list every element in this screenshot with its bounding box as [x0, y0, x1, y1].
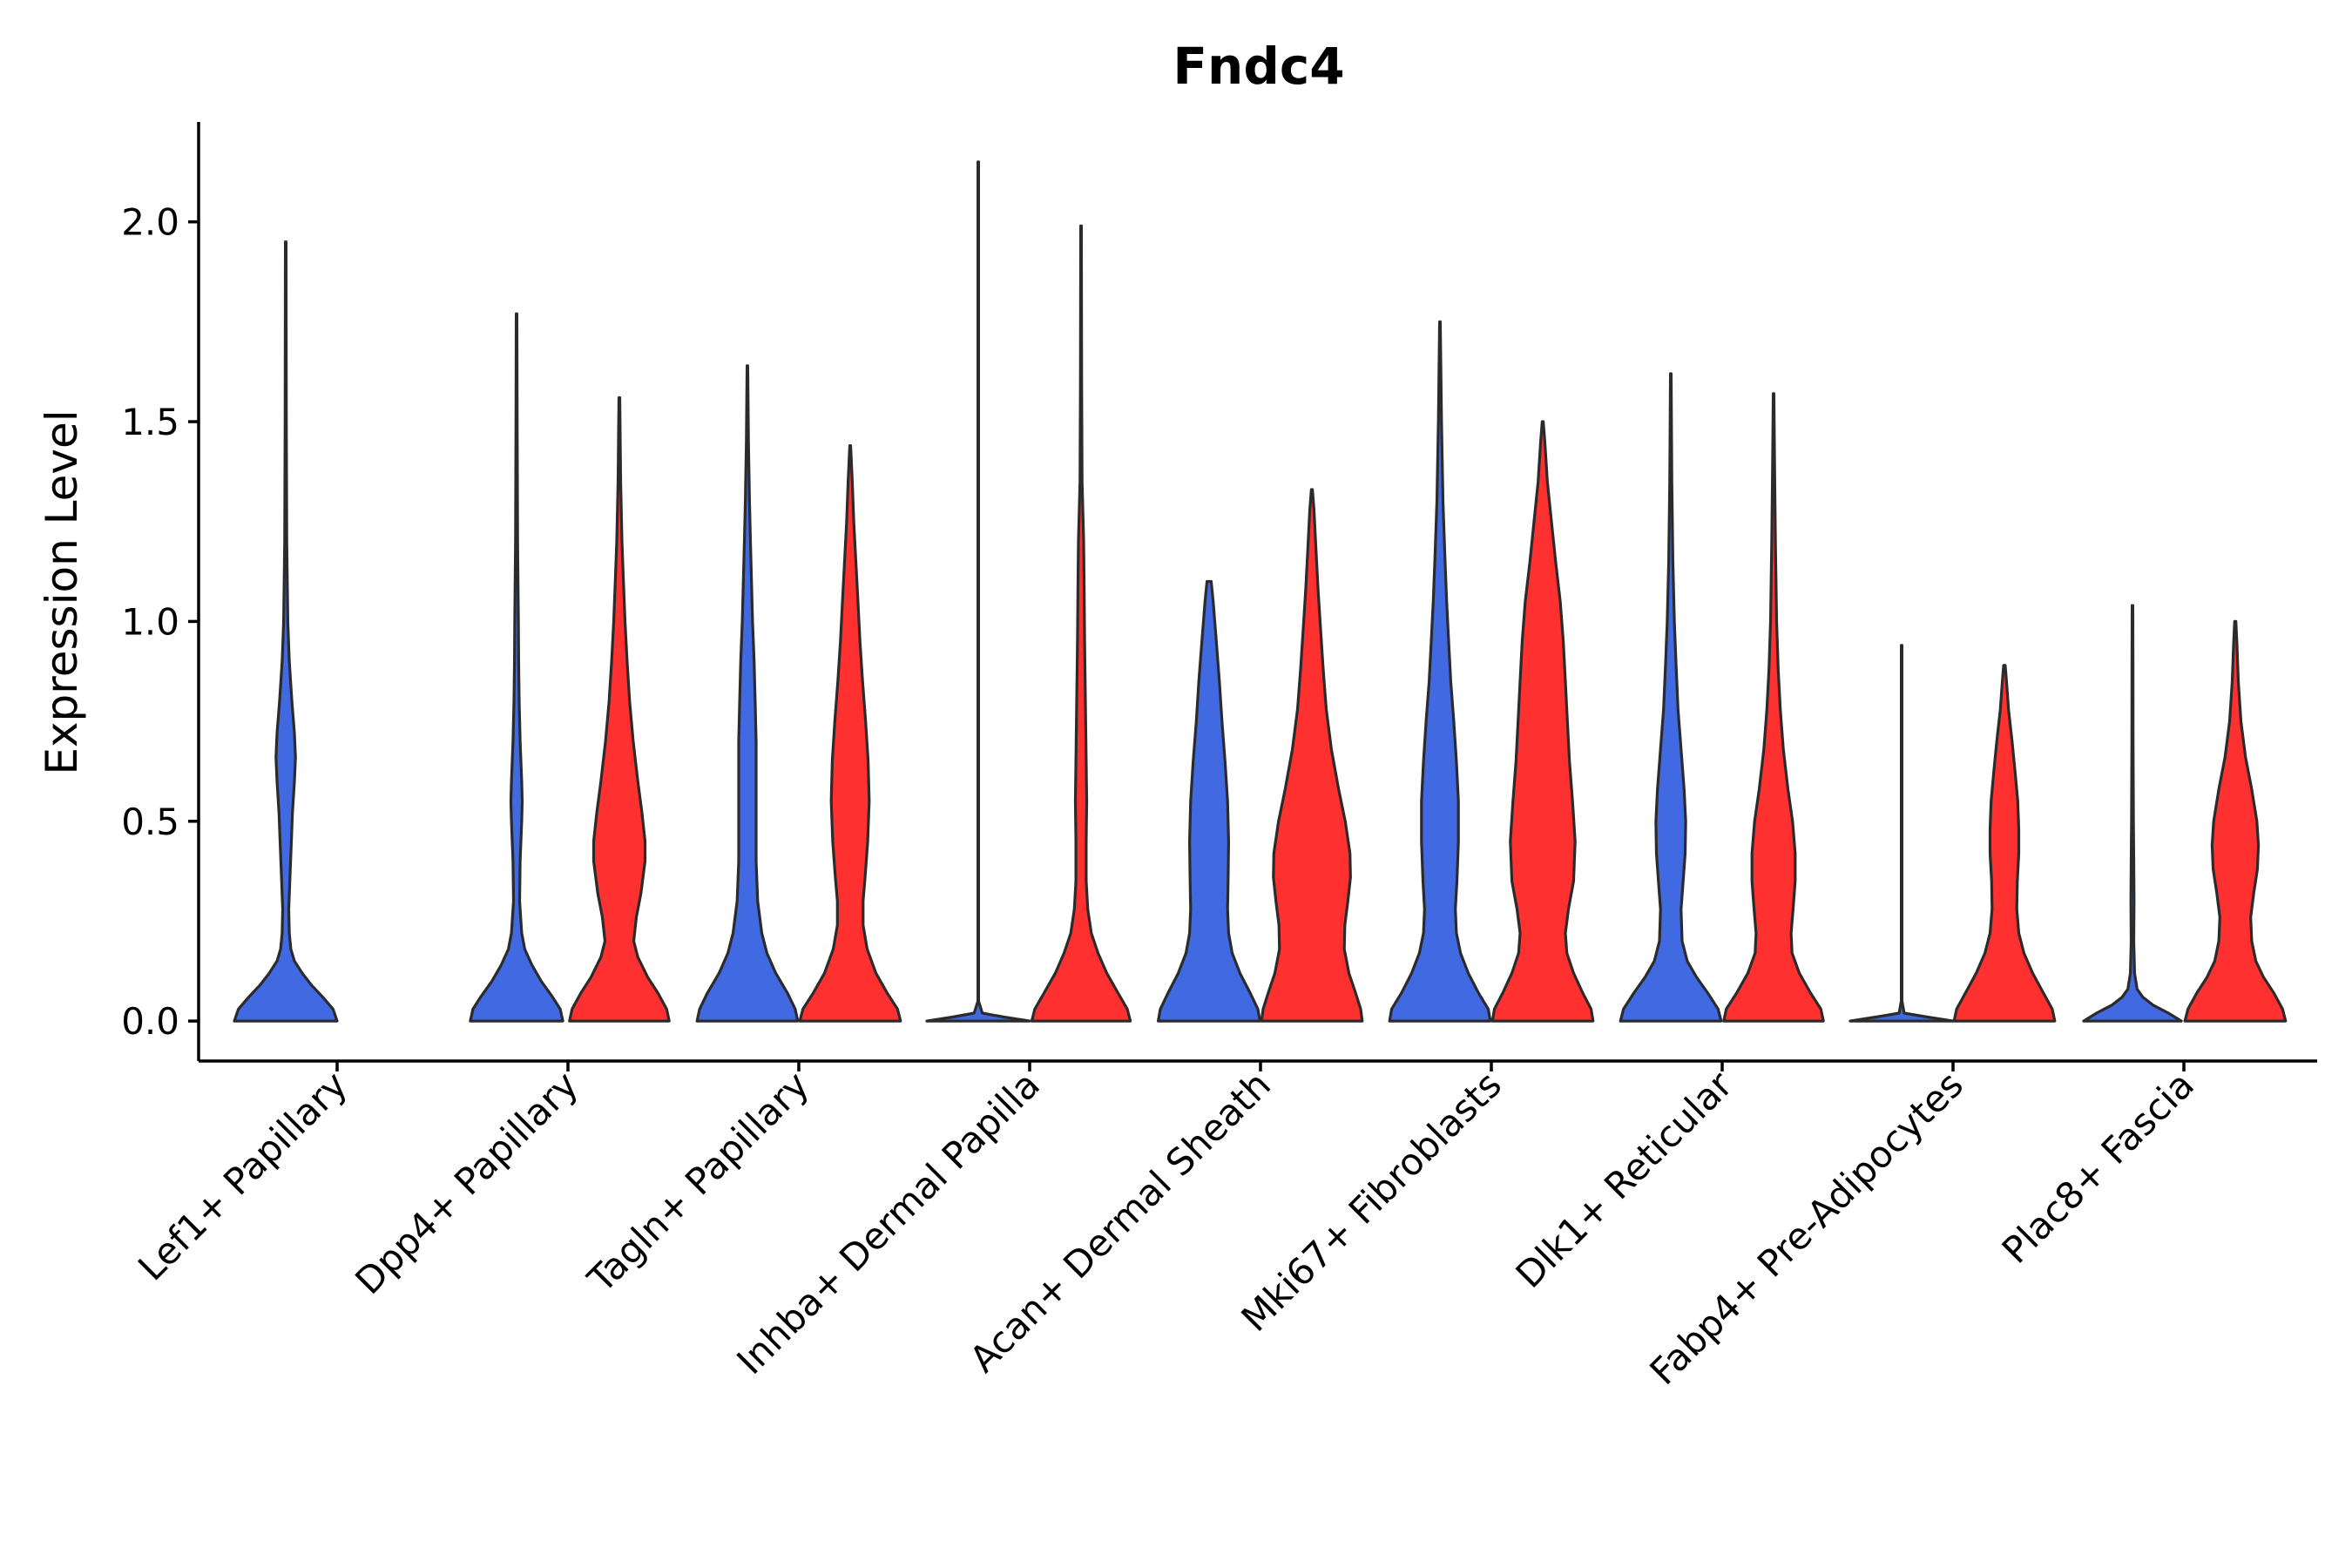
violin-mki67-fibroblasts-group-2 — [1490, 420, 1595, 1023]
violin-tagln-papillary-group-1 — [695, 364, 800, 1023]
x-tick-label-dlk1-reticular: Dlk1+ Reticular — [1508, 1063, 1741, 1296]
violin-plac8-fascia-group-2 — [2183, 619, 2288, 1023]
x-tick-label-lef1-papillary: Lef1+ Papillary — [130, 1063, 355, 1288]
violin-inhba-dermal-papilla-group-2 — [1030, 224, 1132, 1023]
y-tick-label: 2.0 — [121, 201, 179, 244]
violin-tagln-papillary-group-2 — [798, 444, 902, 1023]
violin-dlk1-reticular-group-1 — [1619, 372, 1723, 1023]
axes — [197, 122, 2317, 1063]
violin-dpp4-papillary-group-2 — [568, 395, 671, 1023]
y-tick-label: 0.5 — [121, 801, 179, 843]
y-tick-label: 1.5 — [121, 401, 179, 443]
violin-acan-dermal-sheath-group-1 — [1157, 579, 1261, 1023]
y-tick-label: 1.0 — [121, 600, 179, 643]
x-tick-label-mki67-fibroblasts: Mki67+ Fibroblasts — [1233, 1063, 1510, 1339]
violin-inhba-dermal-papilla-group-1 — [925, 160, 1031, 1023]
y-tick-label: 0.0 — [121, 1000, 179, 1043]
violin-plac8-fascia-group-1 — [2082, 604, 2183, 1023]
chart-title: Fndc4 — [1173, 37, 1344, 96]
violin-acan-dermal-sheath-group-2 — [1260, 488, 1364, 1023]
x-tick-label-dpp4-papillary: Dpp4+ Papillary — [347, 1063, 586, 1302]
violins-layer — [233, 160, 2288, 1023]
violin-fabp4-pre-adipocytes-group-1 — [1848, 644, 1955, 1023]
violin-lef1-papillary-group-1 — [233, 240, 339, 1023]
x-tick-label-plac8-fascia: Plac8+ Fascia — [1994, 1063, 2202, 1271]
violin-dlk1-reticular-group-2 — [1722, 392, 1825, 1023]
x-tick-label-tagln-papillary: Tagln+ Papillary — [579, 1063, 817, 1301]
violin-dpp4-papillary-group-1 — [469, 312, 564, 1023]
y-ticks: 0.0 0.5 1.0 1.5 2.0 — [121, 201, 199, 1043]
violin-fabp4-pre-adipocytes-group-2 — [1952, 664, 2057, 1023]
y-axis-title: Expression Level — [37, 409, 87, 774]
violin-mki67-fibroblasts-group-1 — [1388, 320, 1492, 1023]
